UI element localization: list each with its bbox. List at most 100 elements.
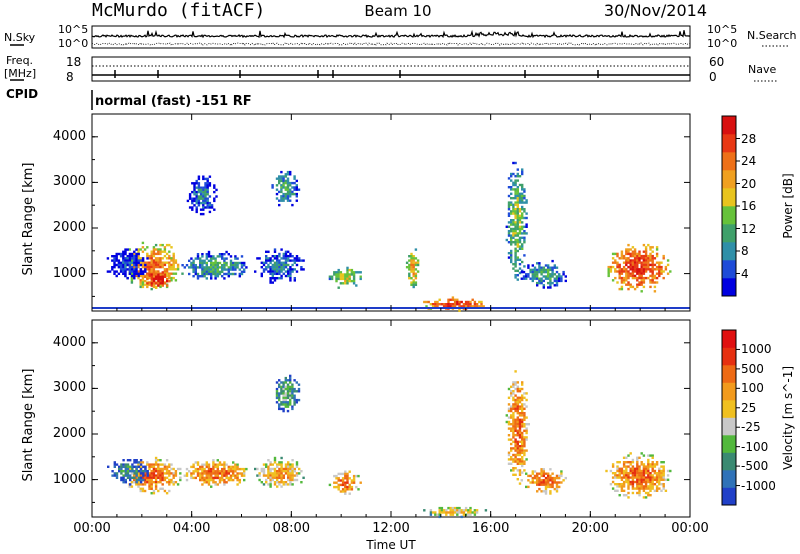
velocity-cell bbox=[240, 474, 244, 477]
power-cell bbox=[273, 248, 277, 251]
power-cell bbox=[210, 204, 214, 207]
power-cell bbox=[627, 261, 630, 264]
velocity-cell bbox=[638, 494, 641, 497]
power-colorbar-swatch bbox=[722, 278, 736, 297]
power-cell bbox=[514, 179, 517, 182]
power-cell bbox=[614, 270, 617, 273]
power-cell bbox=[287, 250, 290, 253]
power-cell bbox=[562, 273, 565, 276]
power-cell bbox=[227, 268, 230, 271]
power-cell bbox=[132, 265, 136, 269]
velocity-cell bbox=[287, 483, 290, 486]
power-cell bbox=[165, 272, 169, 275]
power-cell bbox=[144, 275, 147, 278]
velocity-cell bbox=[647, 463, 650, 466]
velocity-cell bbox=[265, 474, 268, 477]
power-cell bbox=[647, 268, 650, 271]
power-cell bbox=[555, 277, 559, 280]
velocity-cell bbox=[616, 489, 619, 492]
velocity-cell bbox=[514, 434, 517, 437]
power-cell bbox=[622, 261, 626, 264]
velocity-cell bbox=[207, 465, 211, 469]
power-cell bbox=[516, 256, 519, 259]
power-cell bbox=[273, 270, 277, 273]
power-cell bbox=[212, 264, 215, 267]
power-cell bbox=[616, 270, 619, 273]
power-cell bbox=[137, 276, 140, 280]
velocity-cell bbox=[214, 472, 217, 475]
power-cell bbox=[633, 248, 637, 251]
velocity-cell bbox=[514, 403, 517, 406]
power-cell bbox=[410, 255, 413, 258]
power-cell bbox=[547, 266, 550, 269]
velocity-cell bbox=[627, 454, 630, 457]
velocity-cell bbox=[555, 476, 559, 480]
power-cell bbox=[529, 277, 532, 280]
power-cell bbox=[510, 201, 513, 204]
velocity-cell bbox=[434, 511, 437, 514]
velocity-cell bbox=[521, 418, 524, 421]
power-cell bbox=[139, 263, 143, 267]
power-cell bbox=[542, 275, 545, 278]
velocity-cell bbox=[555, 483, 559, 486]
velocity-cell bbox=[449, 511, 452, 514]
velocity-cell bbox=[236, 465, 239, 469]
velocity-colorbar-frame bbox=[721, 329, 737, 506]
power-cell bbox=[521, 188, 524, 191]
power-cell bbox=[159, 257, 162, 260]
velocity-cell bbox=[146, 470, 149, 473]
velocity-cell bbox=[518, 453, 522, 457]
velocity-cell bbox=[139, 465, 142, 468]
power-cell bbox=[607, 270, 610, 273]
velocity-cell bbox=[510, 438, 513, 441]
velocity-cell bbox=[154, 456, 158, 460]
power-cell bbox=[647, 261, 650, 264]
power-cell bbox=[289, 279, 292, 282]
power-cell bbox=[195, 208, 198, 211]
power-cell bbox=[194, 264, 197, 267]
velocity-cell bbox=[636, 456, 639, 459]
velocity-cell bbox=[512, 396, 515, 399]
power-cell bbox=[611, 261, 615, 264]
velocity-cell bbox=[510, 385, 513, 388]
power-cell bbox=[181, 264, 184, 267]
power-cell bbox=[208, 182, 212, 185]
velocity-cell bbox=[293, 394, 296, 397]
velocity-cell bbox=[636, 474, 639, 477]
velocity-cell bbox=[262, 474, 266, 477]
velocity-cell bbox=[201, 476, 204, 480]
velocity-cell bbox=[273, 470, 277, 473]
power-cell bbox=[520, 270, 523, 274]
velocity-cell bbox=[611, 465, 615, 468]
velocity-colorbar-label: Velocity [m s^-1] bbox=[781, 365, 795, 470]
velocity-cell bbox=[640, 483, 643, 486]
power-cell bbox=[655, 265, 659, 269]
velocity-cell bbox=[236, 478, 239, 482]
velocity-cell bbox=[352, 474, 356, 478]
velocity-cell bbox=[649, 487, 652, 490]
velocity-cell bbox=[107, 465, 110, 468]
power-cell bbox=[154, 270, 158, 273]
power-cell bbox=[214, 270, 217, 273]
power-cell bbox=[636, 265, 639, 269]
velocity-cell bbox=[348, 485, 351, 489]
velocity-cell bbox=[518, 447, 522, 450]
velocity-cell bbox=[142, 465, 145, 468]
power-cell bbox=[146, 252, 149, 256]
power-cell bbox=[642, 281, 646, 284]
velocity-cell bbox=[148, 474, 151, 477]
power-cell bbox=[553, 264, 556, 267]
velocity-cell bbox=[148, 485, 151, 488]
power-cell bbox=[636, 268, 639, 271]
power-cell bbox=[629, 272, 632, 275]
power-cell bbox=[260, 274, 263, 278]
power-cell bbox=[172, 257, 175, 260]
velocity-cell bbox=[280, 476, 283, 479]
power-cell bbox=[640, 274, 643, 278]
velocity-cell bbox=[236, 476, 239, 480]
power-cell bbox=[627, 270, 630, 273]
velocity-cell bbox=[276, 470, 279, 473]
velocity-cell bbox=[531, 479, 534, 482]
power-cell bbox=[521, 247, 524, 250]
